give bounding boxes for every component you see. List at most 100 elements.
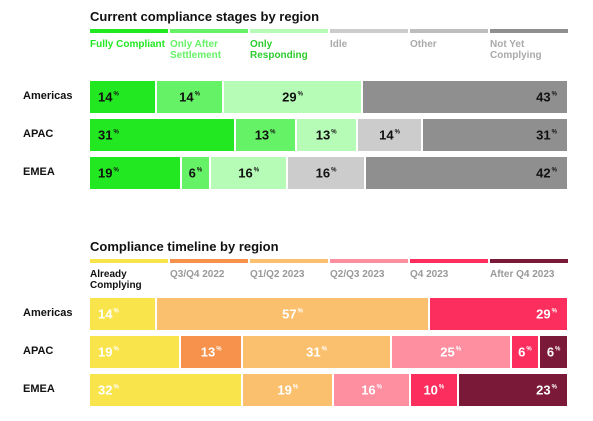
legend-label: Fully Compliant: [90, 39, 165, 50]
bar-segment: 42%: [365, 157, 569, 189]
data-label: 29%: [282, 89, 303, 105]
bar-segment: 13%: [296, 119, 358, 151]
compliance-stages-chart: Current compliance stages by region Full…: [0, 0, 593, 200]
data-label: 14%: [379, 127, 400, 143]
legend-label: Q1/Q2 2023: [250, 269, 305, 280]
data-label: 13%: [200, 344, 222, 360]
chart-title: Current compliance stages by region: [90, 9, 320, 24]
legend-swatch: [90, 259, 168, 263]
legend-item: Q2/Q3 2023: [330, 259, 408, 280]
legend-swatch: [250, 29, 328, 33]
legend-swatch: [250, 259, 328, 263]
bar-segment: 10%: [410, 374, 459, 406]
category-label: APAC: [23, 128, 54, 140]
data-label: 14%: [98, 89, 119, 105]
legend-label: Only Responding: [250, 39, 308, 61]
data-label: 6%: [546, 344, 561, 360]
legend-item: Fully Compliant: [90, 29, 168, 50]
data-label: 23%: [536, 382, 557, 398]
legend-swatch: [410, 29, 488, 33]
legend-item: Other: [410, 29, 488, 50]
category-label: EMEA: [23, 383, 55, 395]
data-label: 13%: [315, 127, 337, 143]
legend-label: Not Yet Complying: [490, 39, 542, 61]
data-label: 19%: [98, 344, 119, 360]
legend-label: Other: [410, 39, 437, 50]
data-label: 16%: [238, 165, 260, 181]
legend-label: Q2/Q3 2023: [330, 269, 385, 280]
bar-segment: 31%: [90, 119, 236, 151]
bar-segment: 23%: [458, 374, 569, 406]
bar-segment: 31%: [423, 119, 569, 151]
legend-item: After Q4 2023: [490, 259, 568, 280]
data-label: 32%: [98, 382, 119, 398]
legend-swatch: [490, 259, 568, 263]
bar-segment: 6%: [511, 336, 541, 368]
bar-segment: 32%: [90, 374, 244, 406]
bar-segment: 14%: [357, 119, 424, 151]
data-label: 42%: [536, 165, 557, 181]
legend-label: Q3/Q4 2022: [170, 269, 225, 280]
data-label: 57%: [282, 306, 303, 322]
legend-swatch: [330, 29, 408, 33]
legend-label: After Q4 2023: [490, 269, 555, 280]
data-label: 13%: [254, 127, 276, 143]
legend-label: Idle: [330, 39, 348, 50]
legend-label: Q4 2023: [410, 269, 449, 280]
bar-segment: 19%: [90, 336, 181, 368]
bar-segment: 25%: [391, 336, 512, 368]
data-label: 29%: [536, 306, 557, 322]
bar-segment: 29%: [224, 81, 364, 113]
legend-swatch: [490, 29, 568, 33]
data-label: 31%: [306, 344, 327, 360]
bar-segment: 13%: [181, 336, 244, 368]
bar-segment: 16%: [334, 374, 411, 406]
legend-swatch: [90, 29, 168, 33]
data-label: 6%: [518, 344, 532, 360]
bar-segment: 29%: [430, 298, 569, 330]
legend-swatch: [170, 29, 248, 33]
legend-label: Already Complying: [90, 269, 142, 291]
bar-segment: 6%: [181, 157, 211, 189]
data-label: 14%: [98, 306, 119, 322]
legend-swatch: [170, 259, 248, 263]
legend-label: Only After Settlement: [170, 39, 222, 61]
bar-segment: 13%: [235, 119, 297, 151]
data-label: 14%: [179, 89, 200, 105]
data-label: 19%: [98, 165, 119, 181]
bar-segment: 43%: [363, 81, 569, 113]
legend-item: Q4 2023: [410, 259, 488, 280]
data-label: 6%: [188, 165, 203, 181]
bar-segment: 14%: [90, 298, 158, 330]
legend-item: Only After Settlement: [170, 29, 248, 61]
bar-segment: 57%: [157, 298, 431, 330]
legend-item: Not Yet Complying: [490, 29, 568, 61]
legend-item: Q3/Q4 2022: [170, 259, 248, 280]
category-label: APAC: [23, 345, 54, 357]
bar-segment: 6%: [540, 336, 569, 368]
bar-segment: 19%: [90, 157, 182, 189]
data-label: 16%: [361, 382, 382, 398]
data-label: 31%: [98, 127, 119, 143]
bar-segment: 31%: [243, 336, 392, 368]
legend-swatch: [330, 259, 408, 263]
bar-segment: 19%: [243, 374, 335, 406]
legend-item: Q1/Q2 2023: [250, 259, 328, 280]
chart-title: Compliance timeline by region: [90, 239, 279, 254]
bar-segment: 14%: [157, 81, 225, 113]
data-label: 19%: [277, 382, 299, 398]
bar-segment: 14%: [90, 81, 158, 113]
bar-segment: 16%: [210, 157, 289, 189]
category-label: Americas: [23, 307, 73, 319]
data-label: 10%: [423, 382, 445, 398]
data-label: 25%: [440, 344, 462, 360]
legend-swatch: [410, 259, 488, 263]
category-label: EMEA: [23, 166, 55, 178]
legend-item: Already Complying: [90, 259, 168, 291]
compliance-timeline-chart: Compliance timeline by region Already Co…: [0, 230, 593, 421]
bar-segment: 16%: [288, 157, 366, 189]
data-label: 31%: [536, 127, 557, 143]
legend-item: Idle: [330, 29, 408, 50]
data-label: 16%: [315, 165, 337, 181]
data-label: 43%: [536, 89, 557, 105]
